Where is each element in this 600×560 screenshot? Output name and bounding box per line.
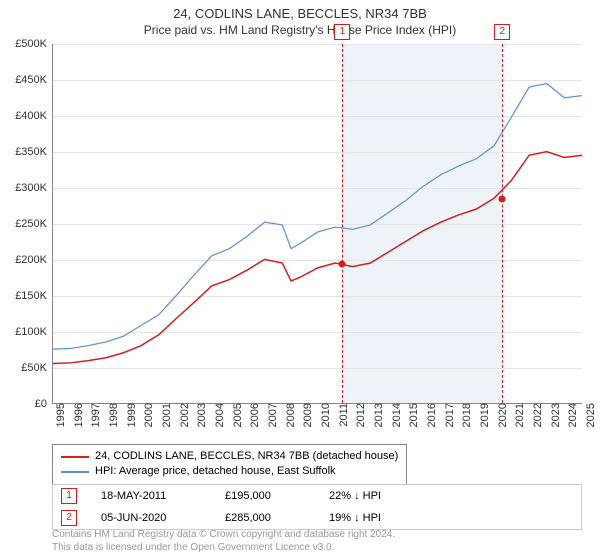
x-axis-label: 2006 <box>245 403 261 427</box>
sale-marker-line <box>502 44 503 403</box>
sale-date: 18-MAY-2011 <box>101 490 201 502</box>
y-axis-label: £300K <box>15 182 53 194</box>
y-axis-label: £200K <box>15 254 53 266</box>
sale-index-badge: 1 <box>61 488 77 504</box>
sale-price: £285,000 <box>225 512 305 524</box>
x-axis-label: 1996 <box>69 403 85 427</box>
sale-row: 2 05-JUN-2020 £285,000 19% ↓ HPI <box>53 507 581 529</box>
legend-label: HPI: Average price, detached house, East… <box>95 464 336 479</box>
license-line-2: This data is licensed under the Open Gov… <box>52 541 395 554</box>
license-text: Contains HM Land Registry data © Crown c… <box>52 528 395 554</box>
x-axis-label: 2016 <box>422 403 438 427</box>
x-axis-label: 2019 <box>475 403 491 427</box>
x-axis-label: 2014 <box>387 403 403 427</box>
sale-hpi-diff: 19% ↓ HPI <box>329 512 429 524</box>
x-axis-label: 2007 <box>263 403 279 427</box>
x-axis-label: 1997 <box>86 403 102 427</box>
sales-table: 1 18-MAY-2011 £195,000 22% ↓ HPI 2 05-JUN-202… <box>52 484 582 530</box>
x-axis-label: 2020 <box>493 403 509 427</box>
y-axis-label: £250K <box>15 218 53 230</box>
x-axis-label: 2005 <box>228 403 244 427</box>
y-axis-label: £100K <box>15 326 53 338</box>
chart-container: 24, CODLINS LANE, BECCLES, NR34 7BB Pric… <box>0 0 600 560</box>
x-axis-label: 2008 <box>281 403 297 427</box>
sale-marker-line <box>342 44 343 403</box>
sale-row: 1 18-MAY-2011 £195,000 22% ↓ HPI <box>53 485 581 507</box>
y-axis-label: £150K <box>15 290 53 302</box>
y-axis-label: £450K <box>15 74 53 86</box>
x-axis-label: 2000 <box>139 403 155 427</box>
sale-price: £195,000 <box>225 490 305 502</box>
x-axis-label: 1995 <box>51 403 67 427</box>
legend-swatch <box>61 456 89 458</box>
sale-marker-badge: 2 <box>494 24 510 40</box>
sale-marker-badge: 1 <box>334 24 350 40</box>
sale-data-point <box>499 195 506 202</box>
sale-index-badge: 2 <box>61 510 77 526</box>
x-axis-label: 2004 <box>210 403 226 427</box>
x-axis-label: 2025 <box>581 403 597 427</box>
sale-date: 05-JUN-2020 <box>101 512 201 524</box>
x-axis-label: 2021 <box>510 403 526 427</box>
y-axis-label: £50K <box>21 362 53 374</box>
x-axis-label: 2018 <box>457 403 473 427</box>
license-line-1: Contains HM Land Registry data © Crown c… <box>52 528 395 541</box>
x-axis-label: 2024 <box>563 403 579 427</box>
x-axis-label: 1999 <box>122 403 138 427</box>
x-axis-label: 2010 <box>316 403 332 427</box>
y-axis-label: £400K <box>15 110 53 122</box>
x-axis-label: 2011 <box>334 403 350 427</box>
legend-box: 24, CODLINS LANE, BECCLES, NR34 7BB (det… <box>52 444 407 485</box>
x-axis-label: 2022 <box>528 403 544 427</box>
x-axis-label: 2001 <box>157 403 173 427</box>
x-axis-label: 2013 <box>369 403 385 427</box>
x-axis-label: 2015 <box>404 403 420 427</box>
x-axis-label: 2023 <box>546 403 562 427</box>
y-axis-label: £350K <box>15 146 53 158</box>
chart-plot-area: £0£50K£100K£150K£200K£250K£300K£350K£400… <box>52 44 582 404</box>
y-axis-label: £500K <box>15 38 53 50</box>
legend-swatch <box>61 471 89 473</box>
x-axis-label: 2012 <box>351 403 367 427</box>
legend-row: 24, CODLINS LANE, BECCLES, NR34 7BB (det… <box>61 449 398 464</box>
legend-label: 24, CODLINS LANE, BECCLES, NR34 7BB (det… <box>95 449 398 464</box>
x-axis-label: 1998 <box>104 403 120 427</box>
legend-row: HPI: Average price, detached house, East… <box>61 464 398 479</box>
sale-data-point <box>339 260 346 267</box>
x-axis-label: 2002 <box>175 403 191 427</box>
chart-title: 24, CODLINS LANE, BECCLES, NR34 7BB <box>0 0 600 23</box>
x-axis-label: 2009 <box>298 403 314 427</box>
x-axis-label: 2017 <box>440 403 456 427</box>
sale-hpi-diff: 22% ↓ HPI <box>329 490 429 502</box>
x-axis-label: 2003 <box>192 403 208 427</box>
